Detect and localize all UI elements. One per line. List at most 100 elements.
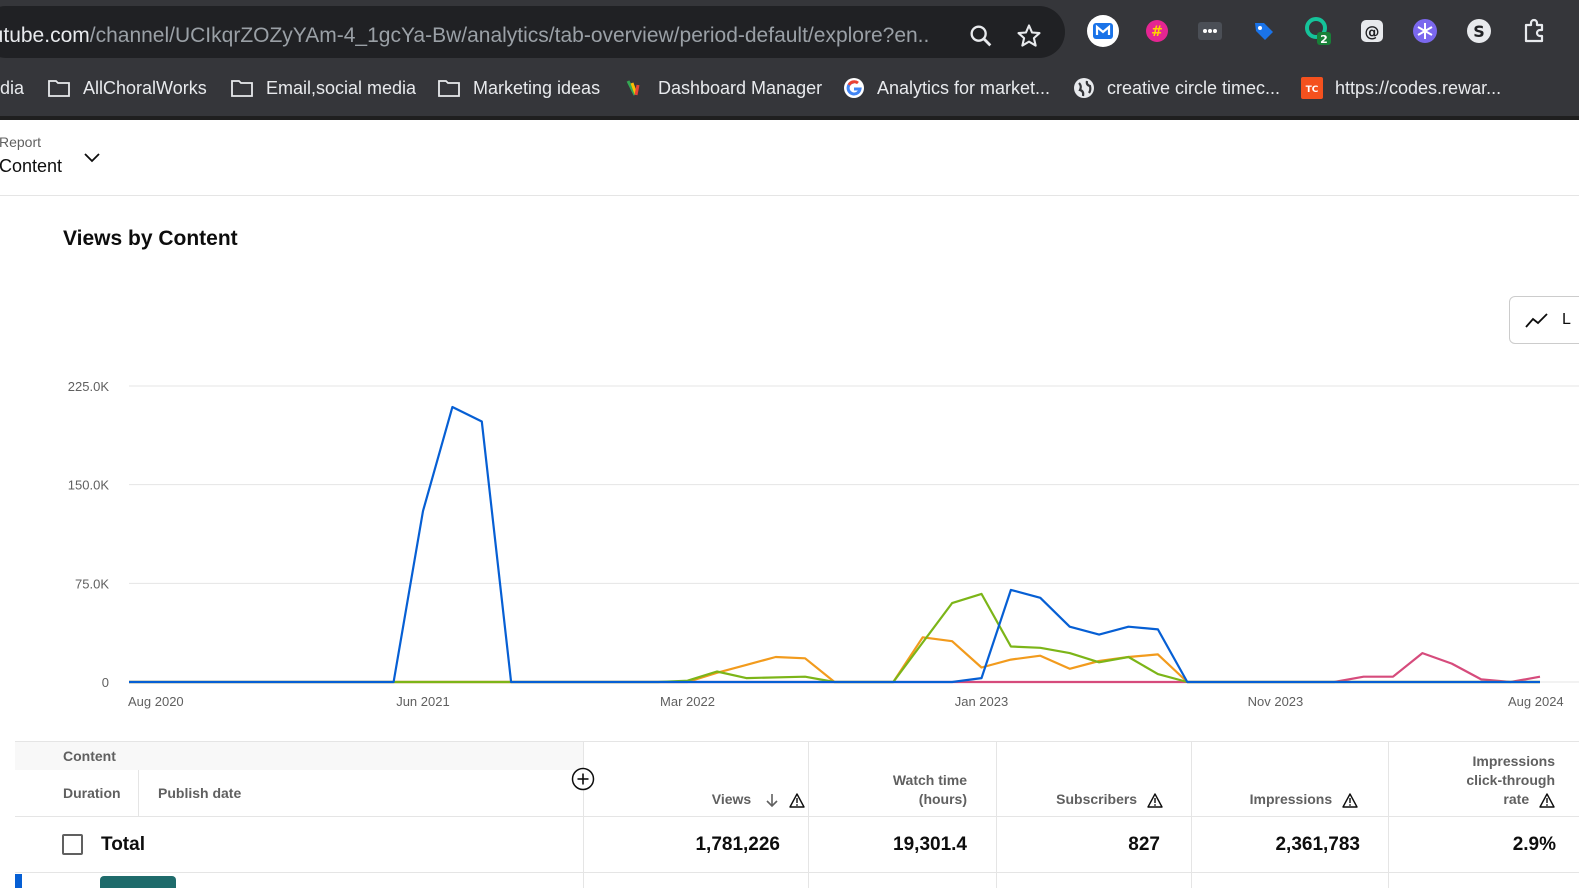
column-separator bbox=[808, 741, 809, 888]
bookmark-creative-circle[interactable]: creative circle timec... bbox=[1073, 76, 1280, 100]
x-tick-label: Aug 2024 bbox=[1508, 694, 1564, 709]
impressions-column-header[interactable]: Impressions bbox=[1200, 790, 1358, 809]
subscribers-column-header[interactable]: Subscribers bbox=[1005, 790, 1163, 809]
bookmark-dashboard-manager[interactable]: Dashboard Manager bbox=[624, 76, 822, 100]
bookmark-label: creative circle timec... bbox=[1107, 77, 1281, 98]
google-icon bbox=[844, 78, 864, 98]
column-separator bbox=[583, 741, 584, 888]
svg-text:#: # bbox=[1151, 24, 1163, 40]
series-line bbox=[129, 405, 1540, 684]
ctr-header-line3: rate bbox=[1503, 791, 1530, 807]
s-icon[interactable]: S bbox=[1463, 15, 1495, 47]
snowflake-icon[interactable] bbox=[1409, 15, 1441, 47]
total-label: Total bbox=[101, 834, 145, 855]
warning-icon[interactable] bbox=[1539, 793, 1555, 808]
bookmark-label: https://codes.rewar... bbox=[1335, 77, 1502, 98]
series-line bbox=[129, 636, 1540, 684]
url-text[interactable]: outube.com/channel/UCIkqrZOZyYAm-4_1gcYa… bbox=[0, 24, 930, 48]
grammar-icon[interactable]: 2 bbox=[1302, 15, 1334, 47]
chart-type-button[interactable]: L bbox=[1509, 296, 1579, 344]
subscribers-header-label: Subscribers bbox=[1056, 791, 1138, 807]
report-select[interactable]: Content bbox=[0, 156, 63, 176]
series-line bbox=[129, 652, 1541, 684]
meet-m-icon[interactable] bbox=[1087, 15, 1119, 47]
bookmark-label: AllChoralWorks bbox=[83, 77, 207, 98]
content-column-header[interactable]: Content bbox=[63, 748, 116, 764]
at-icon-glyph: @ bbox=[1365, 23, 1380, 41]
x-tick-label: Aug 2020 bbox=[128, 694, 184, 709]
column-separator bbox=[138, 770, 139, 817]
y-tick-label: 0 bbox=[102, 675, 109, 690]
add-column-icon[interactable] bbox=[571, 767, 595, 791]
column-separator bbox=[996, 741, 997, 888]
dashboard-icon bbox=[626, 80, 640, 96]
extension-badge: 2 bbox=[1320, 33, 1328, 46]
chart-title: Views by Content bbox=[63, 227, 238, 250]
s-icon-glyph: S bbox=[1473, 22, 1485, 41]
tag-icon[interactable] bbox=[1248, 15, 1280, 47]
ctr-column-header[interactable]: Impressions click-through rate bbox=[1395, 752, 1555, 809]
bookmark-item[interactable]: dia bbox=[0, 76, 24, 100]
sort-down-arrow-icon[interactable] bbox=[765, 792, 779, 808]
video-thumbnail[interactable] bbox=[100, 876, 176, 888]
extensions-puzzle-icon[interactable] bbox=[1518, 15, 1550, 47]
chevron-down-icon[interactable] bbox=[82, 148, 102, 168]
bookmark-folder-marketing-ideas[interactable]: Marketing ideas bbox=[437, 76, 600, 100]
column-separator bbox=[1191, 741, 1192, 888]
bookmark-folder-email-social-media[interactable]: Email,social media bbox=[230, 76, 416, 100]
at-icon[interactable]: @ bbox=[1356, 15, 1388, 47]
series-line bbox=[129, 592, 1540, 684]
total-watch-time: 19,301.4 bbox=[893, 834, 967, 855]
total-impressions: 2,361,783 bbox=[1275, 834, 1360, 855]
duration-column-header[interactable]: Duration bbox=[63, 785, 121, 801]
browser-toolbar: outube.com/channel/UCIkqrZOZyYAm-4_1gcYa… bbox=[0, 0, 1579, 118]
url-host: outube.com bbox=[0, 24, 90, 47]
total-checkbox[interactable] bbox=[62, 834, 83, 855]
x-tick-label: Nov 2023 bbox=[1248, 694, 1304, 709]
tc-icon-text: TC bbox=[1306, 85, 1319, 95]
bookmark-analytics[interactable]: Analytics for market... bbox=[843, 76, 1050, 100]
warning-icon[interactable] bbox=[1147, 793, 1163, 808]
y-tick-label: 75.0K bbox=[75, 576, 109, 591]
warning-icon[interactable] bbox=[1342, 793, 1358, 808]
folder-icon bbox=[438, 80, 460, 97]
row-selection-accent bbox=[15, 874, 22, 888]
watch-time-header-line2: (hours) bbox=[918, 791, 967, 807]
ctr-header-line2: click-through bbox=[1466, 772, 1555, 788]
dots-icon[interactable] bbox=[1194, 15, 1226, 47]
line-chart-icon bbox=[1525, 313, 1548, 328]
search-page-icon[interactable] bbox=[967, 22, 995, 50]
bookmark-folder-allchoralworks[interactable]: AllChoralWorks bbox=[47, 76, 207, 100]
content-header-band bbox=[15, 742, 583, 770]
views-header-label: Views bbox=[711, 791, 752, 807]
total-ctr: 2.9% bbox=[1512, 834, 1556, 855]
folder-icon bbox=[48, 80, 70, 97]
star-bookmark-icon[interactable] bbox=[1015, 22, 1043, 50]
x-tick-label: Mar 2022 bbox=[660, 694, 715, 709]
bookmark-label: Marketing ideas bbox=[473, 77, 601, 98]
globe-icon bbox=[1074, 78, 1094, 98]
chart-type-label: L bbox=[1562, 311, 1571, 328]
x-tick-label: Jan 2023 bbox=[955, 694, 1009, 709]
url-path: /channel/UCIkqrZOZyYAm-4_1gcYa-Bw/analyt… bbox=[89, 24, 930, 47]
tc-icon: TC bbox=[1301, 77, 1323, 99]
publish-date-column-header[interactable]: Publish date bbox=[158, 785, 242, 801]
total-row: Total 1,781,226 19,301.4 827 2,361,783 2… bbox=[15, 817, 1579, 873]
table-header: Content Duration Publish date Views Watc… bbox=[15, 741, 1579, 817]
warning-icon[interactable] bbox=[789, 793, 805, 808]
x-tick-label: Jun 2021 bbox=[396, 694, 450, 709]
bookmark-label: dia bbox=[0, 77, 25, 98]
hash-icon[interactable]: # bbox=[1141, 15, 1173, 47]
bookmark-label: Dashboard Manager bbox=[658, 77, 823, 98]
watch-time-column-header[interactable]: Watch time (hours) bbox=[815, 771, 967, 809]
bookmark-codes-rewards[interactable]: TC https://codes.rewar... bbox=[1301, 76, 1501, 100]
impressions-header-label: Impressions bbox=[1249, 791, 1333, 807]
y-tick-label: 150.0K bbox=[68, 478, 110, 493]
watch-time-header-line1: Watch time bbox=[892, 772, 967, 788]
views-column-header[interactable]: Views bbox=[615, 790, 805, 809]
total-views: 1,781,226 bbox=[695, 834, 780, 855]
address-bar[interactable]: outube.com/channel/UCIkqrZOZyYAm-4_1gcYa… bbox=[0, 6, 1065, 58]
bookmark-label: Analytics for market... bbox=[877, 77, 1051, 98]
views-line-chart: 0 75.0K 150.0K 225.0K Aug 2020 Jun 2021 Mar 20… bbox=[68, 379, 1579, 709]
total-subscribers: 827 bbox=[1128, 834, 1160, 855]
